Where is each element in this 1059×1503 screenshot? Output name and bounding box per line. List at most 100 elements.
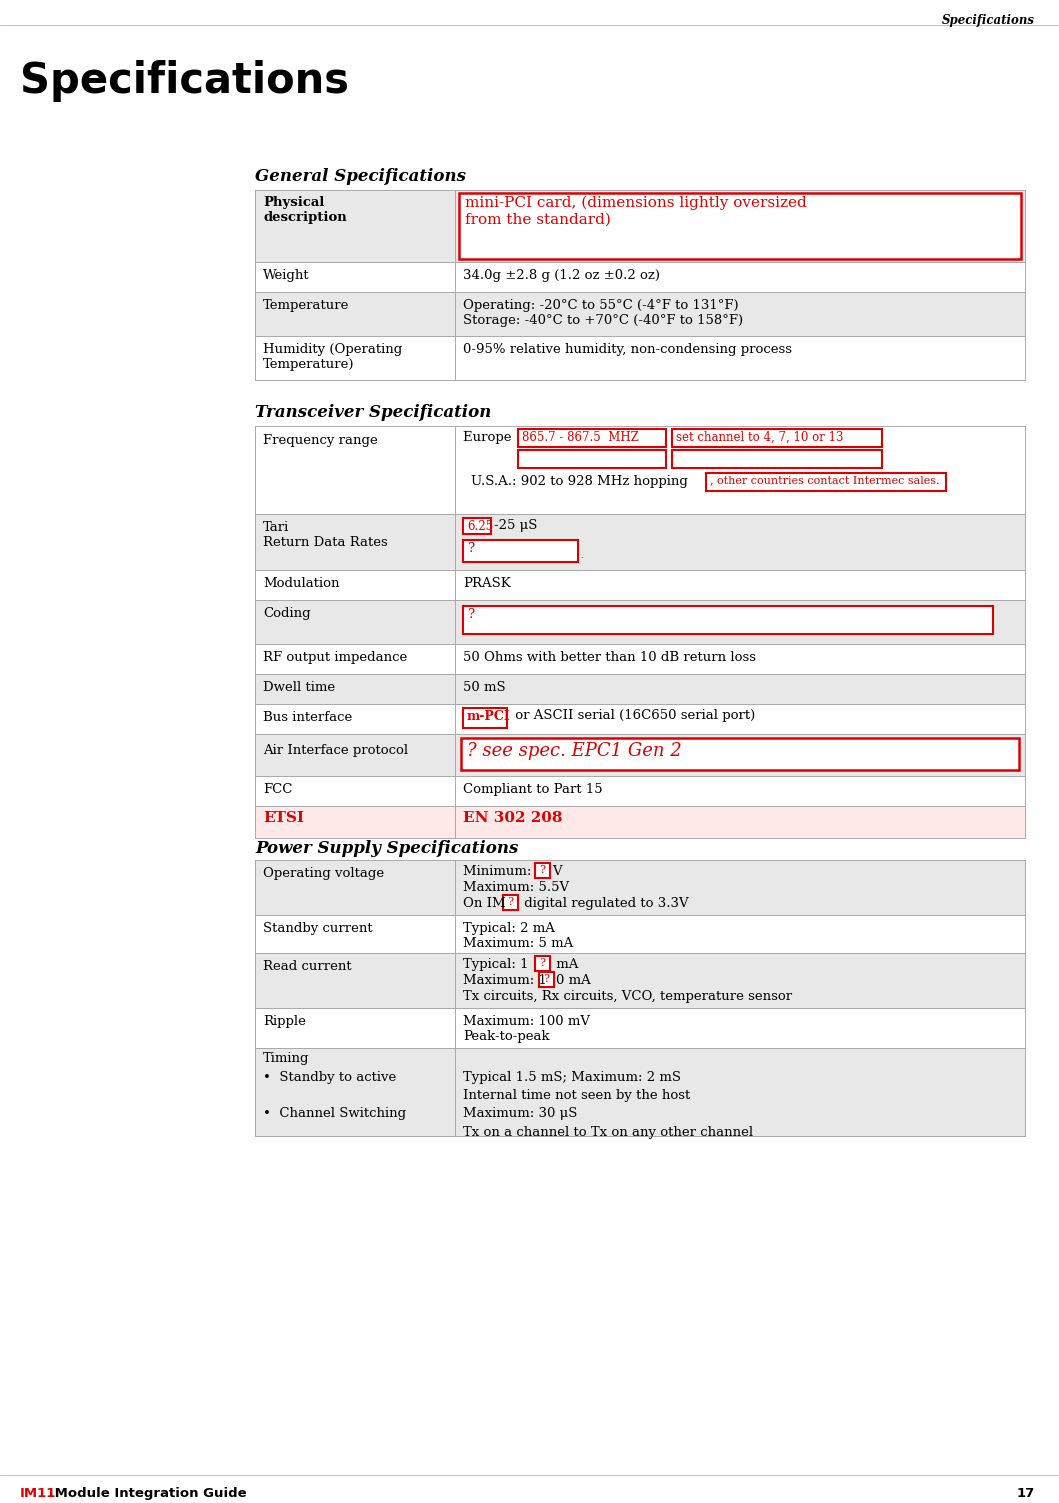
Bar [672, 428, 882, 446]
Text: Maximum: 5.5V: Maximum: 5.5V [463, 881, 569, 894]
Bar [463, 708, 507, 727]
Text: Humidity (Operating
Temperature): Humidity (Operating Temperature) [263, 343, 402, 371]
Text: m-PCI: m-PCI [467, 709, 510, 723]
Text: Modulation: Modulation [263, 577, 340, 591]
Text: Tx circuits, Rx circuits, VCO, temperature sensor: Tx circuits, Rx circuits, VCO, temperatu… [463, 990, 792, 1003]
Text: Module Integration Guide: Module Integration Guide [50, 1486, 247, 1500]
Bar [518, 428, 666, 446]
Text: Dwell time: Dwell time [263, 681, 335, 694]
Bar [255, 514, 1025, 570]
Text: set channel to 4, 7, 10 or 13: set channel to 4, 7, 10 or 13 [676, 431, 844, 443]
Text: On IM: On IM [463, 897, 505, 909]
Text: Typical 1.5 mS; Maximum: 2 mS
Internal time not seen by the host
Maximum: 30 μS
: Typical 1.5 mS; Maximum: 2 mS Internal t… [463, 1052, 753, 1139]
Bar [255, 425, 1025, 514]
Text: Maximum: 100 mV
Peak-to-peak: Maximum: 100 mV Peak-to-peak [463, 1015, 590, 1043]
Bar [255, 703, 1025, 733]
Text: Bus interface: Bus interface [263, 711, 353, 724]
Text: V: V [552, 866, 561, 878]
Text: 50 Ohms with better than 10 dB return loss: 50 Ohms with better than 10 dB return lo… [463, 651, 756, 664]
Bar [503, 894, 518, 909]
Text: mini-PCI card, (dimensions lightly oversized
from the standard): mini-PCI card, (dimensions lightly overs… [465, 195, 807, 227]
Bar [255, 1048, 1025, 1136]
Text: 865.7 - 867.5  MHZ: 865.7 - 867.5 MHZ [522, 431, 639, 443]
Text: Tari
Return Data Rates: Tari Return Data Rates [263, 522, 388, 549]
Text: Standby current: Standby current [263, 921, 373, 935]
Text: Physical
description: Physical description [263, 195, 346, 224]
Bar [535, 863, 550, 878]
Text: Timing
•  Standby to active

•  Channel Switching: Timing • Standby to active • Channel Swi… [263, 1052, 406, 1121]
Text: 0-95% relative humidity, non-condensing process: 0-95% relative humidity, non-condensing … [463, 343, 792, 356]
Text: Ripple: Ripple [263, 1015, 306, 1028]
Text: digital regulated to 3.3V: digital regulated to 3.3V [520, 897, 688, 909]
Text: Read current: Read current [263, 960, 352, 972]
Text: FCC: FCC [263, 783, 292, 797]
Text: Operating voltage: Operating voltage [263, 867, 384, 879]
Bar [255, 570, 1025, 600]
Text: Maximum: 1: Maximum: 1 [463, 974, 546, 987]
Text: 50 mS: 50 mS [463, 681, 505, 694]
Text: Transceiver Specification: Transceiver Specification [255, 404, 491, 421]
Text: ETSI: ETSI [263, 812, 304, 825]
Text: Specifications: Specifications [20, 60, 349, 102]
Text: ?: ? [543, 974, 549, 984]
Text: 34.0g ±2.8 g (1.2 oz ±0.2 oz): 34.0g ±2.8 g (1.2 oz ±0.2 oz) [463, 269, 660, 283]
Text: Power Supply Specifications: Power Supply Specifications [255, 840, 518, 857]
Bar [535, 956, 550, 971]
Text: Compliant to Part 15: Compliant to Part 15 [463, 783, 603, 797]
Bar [539, 972, 554, 987]
Text: 0 mA: 0 mA [556, 974, 591, 987]
Bar [255, 643, 1025, 673]
Text: Specifications: Specifications [943, 14, 1035, 27]
Text: ?: ? [539, 957, 545, 968]
Bar [463, 606, 993, 634]
Text: EN 302 208: EN 302 208 [463, 812, 562, 825]
Bar [255, 953, 1025, 1009]
Text: ?: ? [507, 897, 513, 906]
Bar [518, 449, 666, 467]
Text: Weight: Weight [263, 269, 309, 283]
Text: 17: 17 [1017, 1486, 1035, 1500]
Bar [463, 519, 491, 534]
Text: ? see spec. EPC1 Gen 2: ? see spec. EPC1 Gen 2 [467, 742, 682, 761]
Bar [255, 806, 1025, 839]
Text: Typical: 1: Typical: 1 [463, 957, 533, 971]
Text: Temperature: Temperature [263, 299, 349, 313]
Text: Europe: Europe [463, 431, 516, 443]
Bar [255, 189, 1025, 262]
Text: Air Interface protocol: Air Interface protocol [263, 744, 408, 758]
Bar [672, 449, 882, 467]
Text: Typical: 2 mA
Maximum: 5 mA: Typical: 2 mA Maximum: 5 mA [463, 921, 573, 950]
Bar [461, 738, 1019, 770]
Text: Minimum:: Minimum: [463, 866, 536, 878]
Text: RF output impedance: RF output impedance [263, 651, 408, 664]
Text: -25 μS: -25 μS [493, 519, 537, 532]
Text: .: . [580, 552, 582, 561]
Text: U.S.A.: 902 to 928 MHz hopping: U.S.A.: 902 to 928 MHz hopping [471, 475, 688, 488]
Text: ?: ? [467, 543, 474, 555]
Text: PRASK: PRASK [463, 577, 510, 591]
Text: IM11: IM11 [20, 1486, 56, 1500]
Text: mA: mA [552, 957, 578, 971]
Bar [706, 473, 946, 491]
Bar [255, 600, 1025, 643]
Text: Frequency range: Frequency range [263, 434, 378, 446]
Text: ?: ? [467, 609, 474, 621]
Text: 6.25: 6.25 [467, 520, 493, 534]
Bar [255, 292, 1025, 337]
Text: , other countries contact Intermec sales.: , other countries contact Intermec sales… [710, 475, 939, 485]
Bar [255, 673, 1025, 703]
Bar [255, 915, 1025, 953]
Bar [255, 337, 1025, 380]
Bar [255, 860, 1025, 915]
Bar [255, 733, 1025, 776]
Bar [255, 776, 1025, 806]
Text: Coding: Coding [263, 607, 310, 621]
Text: General Specifications: General Specifications [255, 168, 466, 185]
Bar [255, 1009, 1025, 1048]
Bar [463, 540, 578, 562]
Text: ?: ? [539, 866, 545, 875]
Text: Operating: -20°C to 55°C (-4°F to 131°F)
Storage: -40°C to +70°C (-40°F to 158°F: Operating: -20°C to 55°C (-4°F to 131°F)… [463, 299, 743, 328]
Text: or ASCII serial (16C650 serial port): or ASCII serial (16C650 serial port) [511, 709, 755, 721]
Bar [459, 192, 1021, 259]
Bar [255, 262, 1025, 292]
